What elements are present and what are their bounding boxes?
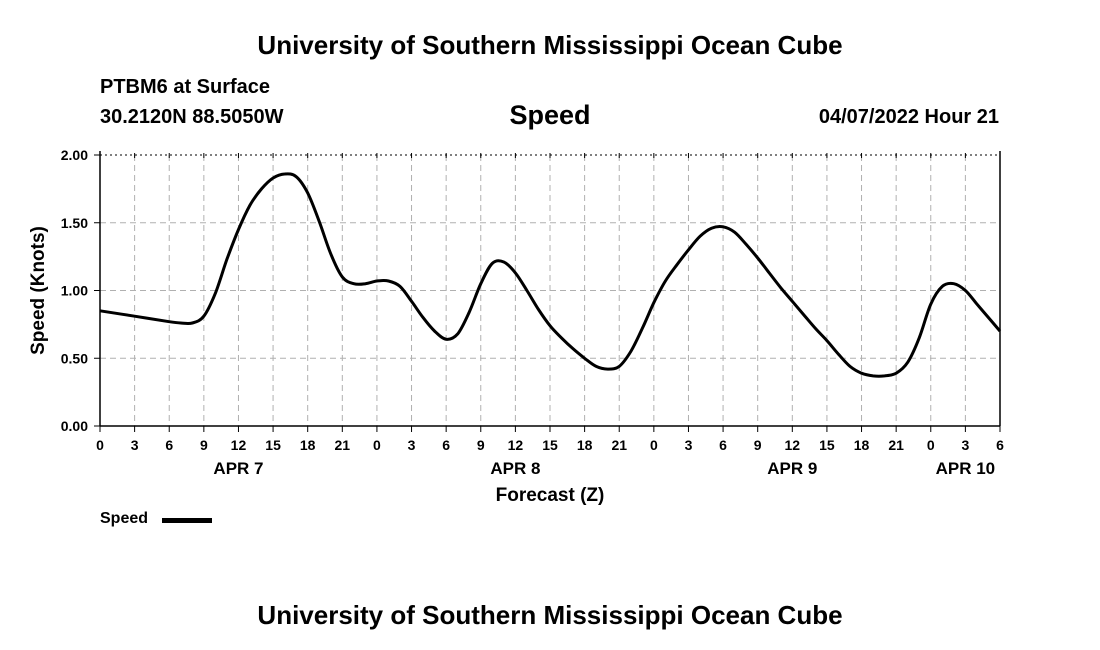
x-tick-label: 0 xyxy=(96,437,104,453)
y-tick-label: 1.50 xyxy=(61,215,88,231)
x-tick-label: 9 xyxy=(754,437,762,453)
date-label: APR 10 xyxy=(936,459,996,478)
legend-label: Speed xyxy=(100,510,149,527)
page-title: University of Southern Mississippi Ocean… xyxy=(257,30,843,60)
y-axis-label: Speed (Knots) xyxy=(28,226,49,355)
speed-series-line xyxy=(99,172,1002,378)
x-tick-label: 21 xyxy=(611,437,627,453)
date-label: APR 9 xyxy=(767,459,817,478)
date-label: APR 7 xyxy=(213,459,263,478)
x-tick-label: 0 xyxy=(927,437,935,453)
station-label: PTBM6 at Surface xyxy=(100,76,271,98)
x-tick-label: 12 xyxy=(231,437,247,453)
x-axis-label: Forecast (Z) xyxy=(496,485,605,506)
y-tick-label: 0.50 xyxy=(61,350,88,366)
datetime-label: 04/07/2022 Hour 21 xyxy=(818,106,999,128)
x-tick-label: 3 xyxy=(408,437,416,453)
y-tick-label: 2.00 xyxy=(61,147,88,163)
x-tick-label: 6 xyxy=(719,437,727,453)
x-tick-label: 0 xyxy=(650,437,658,453)
x-tick-label: 18 xyxy=(854,437,870,453)
legend-line-swatch xyxy=(162,518,212,523)
x-tick-label: 6 xyxy=(165,437,173,453)
x-tick-label: 3 xyxy=(961,437,969,453)
x-tick-label: 9 xyxy=(200,437,208,453)
y-tick-label: 1.00 xyxy=(61,283,88,299)
footer-title: University of Southern Mississippi Ocean… xyxy=(257,600,843,630)
y-tick-label: 0.00 xyxy=(61,418,88,434)
x-tick-label: 9 xyxy=(477,437,485,453)
x-tick-label: 6 xyxy=(996,437,1004,453)
x-tick-label: 0 xyxy=(373,437,381,453)
x-tick-label: 12 xyxy=(508,437,524,453)
x-tick-label: 18 xyxy=(577,437,593,453)
coordinates-label: 30.2120N 88.5050W xyxy=(100,106,284,128)
x-tick-label: 21 xyxy=(888,437,904,453)
x-tick-label: 21 xyxy=(335,437,351,453)
x-tick-label: 18 xyxy=(300,437,316,453)
x-tick-label: 15 xyxy=(542,437,558,453)
x-tick-label: 6 xyxy=(442,437,450,453)
x-tick-label: 3 xyxy=(685,437,693,453)
x-tick-label: 15 xyxy=(819,437,835,453)
chart-title: Speed xyxy=(509,100,591,130)
x-tick-label: 15 xyxy=(265,437,281,453)
x-tick-label: 12 xyxy=(785,437,801,453)
x-tick-label: 3 xyxy=(131,437,139,453)
date-label: APR 8 xyxy=(490,459,540,478)
